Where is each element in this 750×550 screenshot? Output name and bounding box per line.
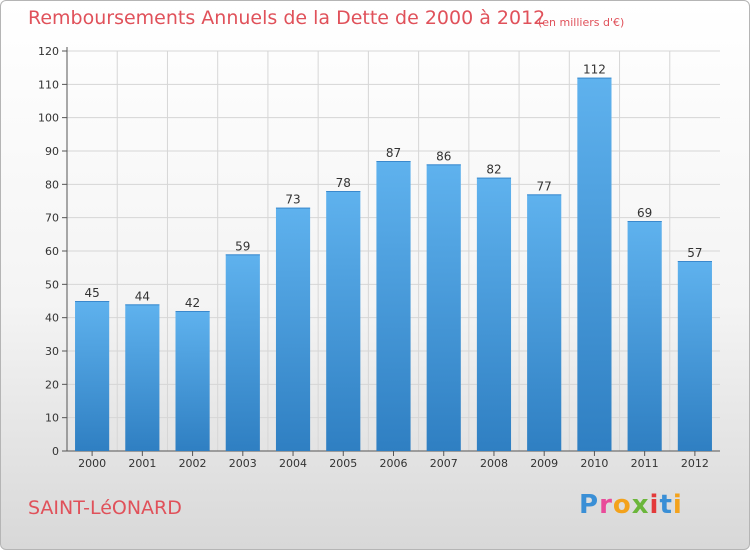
y-tick-label: 40 [45,312,59,325]
x-tick-label-2002: 2002 [179,457,207,470]
y-tick-label: 110 [38,78,59,91]
x-tick-label-2011: 2011 [631,457,659,470]
bar-2012 [677,261,712,451]
value-labels: 45 44 42 59 73 78 87 86 82 77 112 69 57 [84,63,702,310]
bar-2000 [75,301,110,451]
value-label-2005: 78 [336,176,351,190]
x-tick-labels: 2000 2001 2002 2003 2004 2005 2006 2007 2008 2009… [78,457,709,470]
bar-2003 [225,254,260,451]
chart-unit-label: (en milliers d'€) [538,16,625,29]
value-label-2002: 42 [185,296,200,310]
value-label-2012: 57 [687,246,702,260]
logo-letter: t [659,490,673,520]
bar-2005 [326,191,361,451]
bar-2004 [275,207,311,451]
x-tick-label-2007: 2007 [430,457,458,470]
value-label-2000: 45 [84,286,99,300]
y-tick-label: 0 [52,445,59,458]
bars [75,77,712,452]
y-tick-label: 90 [45,145,59,158]
value-label-2003: 59 [235,239,250,253]
bar-2006 [376,161,411,451]
x-tick-label-2010: 2010 [580,457,608,470]
logo-letter: P [579,490,600,520]
logo-letter: o [612,490,632,520]
bar-2001 [125,304,160,451]
x-tick-label-2000: 2000 [78,457,106,470]
value-label-2010: 112 [583,63,606,77]
commune-name: SAINT-LéONARD [28,497,182,519]
logo-letter: i [649,490,660,520]
x-tick-label-2012: 2012 [681,457,709,470]
value-label-2001: 44 [135,289,150,303]
y-tick-label: 100 [38,112,59,125]
y-tick-label: 20 [45,378,59,391]
value-label-2006: 87 [386,146,401,160]
y-tick-label: 60 [45,245,59,258]
y-tick-label: 70 [45,212,59,225]
value-label-2008: 82 [486,163,501,177]
y-tick-label: 50 [45,278,59,291]
logo-letter: r [599,490,613,520]
x-tick-label-2005: 2005 [329,457,357,470]
y-tick-label: 80 [45,178,59,191]
logo-letter: x [631,490,650,520]
bar-2011 [627,221,662,451]
x-tick-label-2006: 2006 [380,457,408,470]
y-tick-label: 30 [45,345,59,358]
logo-letter: i [672,490,683,520]
bar-2002 [175,311,210,451]
value-label-2011: 69 [637,206,652,220]
value-label-2004: 73 [285,193,300,207]
x-tick-label-2009: 2009 [530,457,558,470]
value-label-2009: 77 [537,179,552,193]
y-tick-label: 120 [38,45,59,58]
y-tick-labels: 0 10 20 30 40 50 60 70 80 90 100 110 120 [38,45,59,458]
proxiti-logo: Proxiti [579,490,683,520]
x-tick-label-2008: 2008 [480,457,508,470]
value-label-2007: 86 [436,149,451,163]
x-tick-label-2004: 2004 [279,457,307,470]
chart-title: Remboursements Annuels de la Dette de 20… [28,7,546,29]
bar-2009 [527,194,562,452]
bar-2007 [426,164,461,452]
x-tick-label-2001: 2001 [128,457,156,470]
bar-2010 [577,77,612,452]
bar-2008 [476,177,512,451]
y-tick-label: 10 [45,412,59,425]
x-tick-label-2003: 2003 [229,457,257,470]
